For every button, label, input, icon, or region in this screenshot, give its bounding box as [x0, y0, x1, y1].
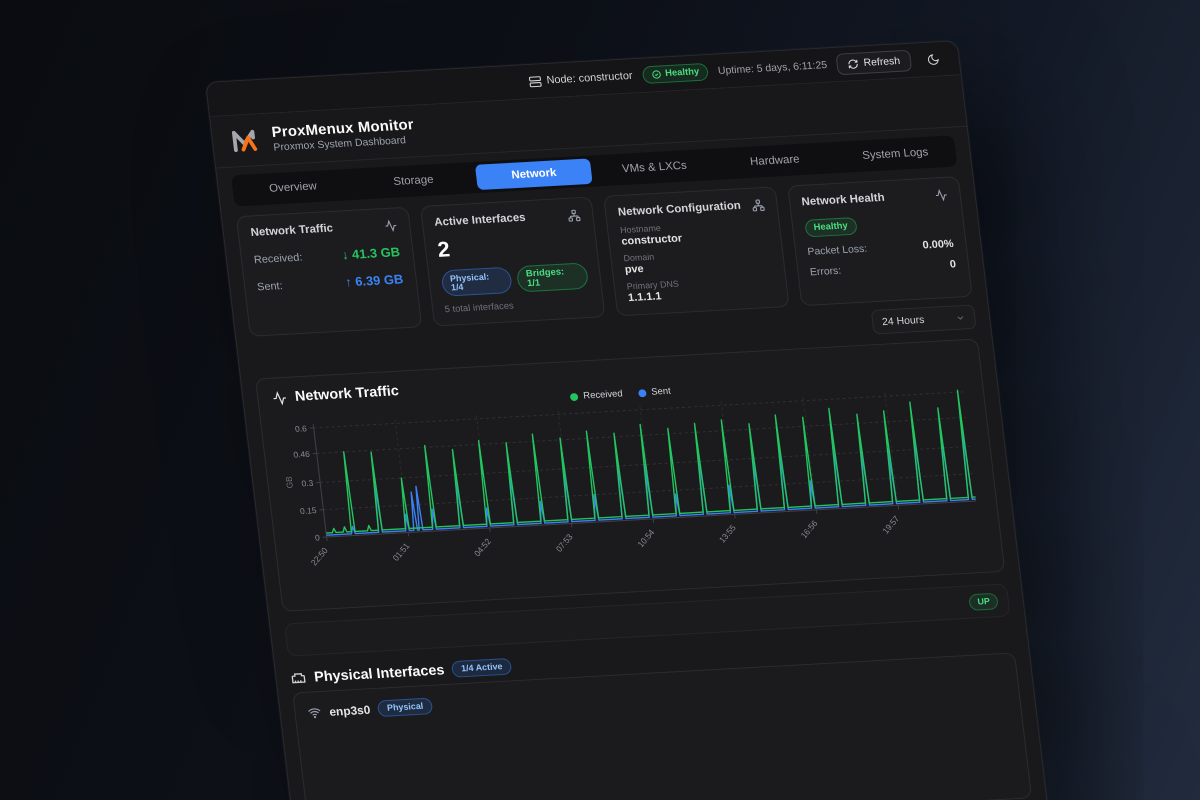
- chevron-down-icon: [957, 315, 963, 320]
- svg-text:0: 0: [314, 532, 320, 542]
- svg-text:0.15: 0.15: [299, 505, 317, 516]
- section-title: Physical Interfaces: [313, 662, 446, 685]
- active-interfaces-card: Active Interfaces 2 Physical: 1/4 Bridge…: [419, 196, 606, 327]
- svg-text:0.46: 0.46: [293, 449, 311, 460]
- check-circle-icon: [652, 70, 661, 79]
- dashboard-window: Node: constructor Healthy Uptime: 5 days…: [205, 40, 1050, 800]
- refresh-button[interactable]: Refresh: [835, 49, 913, 76]
- activity-icon: [384, 219, 396, 233]
- interface-type-badge: Physical: [377, 697, 434, 718]
- tab-vms-lxcs[interactable]: VMs & LXCs: [621, 159, 688, 176]
- health-badge: Healthy: [641, 62, 710, 85]
- packet-loss-value: 0.00%: [921, 237, 955, 251]
- tab-hardware[interactable]: Hardware: [749, 153, 801, 169]
- network-icon: [568, 209, 581, 222]
- node-indicator: Node: constructor: [528, 70, 633, 88]
- svg-text:0.6: 0.6: [294, 423, 307, 434]
- tab-network[interactable]: Network: [475, 158, 593, 191]
- svg-text:04:52: 04:52: [472, 536, 493, 558]
- activity-icon: [273, 390, 286, 406]
- card-title: Network Traffic: [250, 222, 334, 239]
- time-range-select[interactable]: 24 Hours: [870, 304, 977, 335]
- node-label: Node: constructor: [545, 70, 634, 87]
- brand-header: ProxMenux Monitor Proxmox System Dashboa…: [210, 75, 967, 169]
- errors-value: 0: [949, 258, 957, 271]
- theme-toggle-button[interactable]: [919, 47, 946, 72]
- chart-toolbar: 24 Hours: [251, 304, 977, 368]
- interface-card-enp3s0: enp3s0 Physical: [292, 652, 1033, 800]
- physical-interfaces-header: Physical Interfaces 1/4 Active: [290, 630, 1015, 687]
- brand-text: ProxMenux Monitor Proxmox System Dashboa…: [271, 116, 416, 153]
- time-range-value: 24 Hours: [881, 313, 925, 328]
- card-title: Active Interfaces: [433, 211, 527, 229]
- svg-text:GB: GB: [283, 476, 295, 489]
- network-traffic-chart-card: Network Traffic Received Sent 0 0.15 0.3 0.…: [255, 338, 1006, 612]
- svg-text:19:57: 19:57: [880, 513, 901, 535]
- active-interfaces-count: 2: [436, 236, 452, 262]
- tab-system-logs[interactable]: System Logs: [861, 146, 929, 162]
- interface-name: enp3s0: [328, 702, 372, 719]
- svg-text:07:53: 07:53: [554, 532, 575, 554]
- total-interfaces-caption: 5 total interfaces: [444, 300, 515, 316]
- traffic-line-chart: 0 0.15 0.3 0.46 0.6 22:50 01:51 04:52 07:53 10:54…: [283, 389, 977, 567]
- bridges-count-badge: Bridges: 1/1: [516, 262, 590, 293]
- wifi-icon: [308, 707, 321, 718]
- received-value: ↓ 41.3 GB: [341, 244, 401, 263]
- svg-text:01:51: 01:51: [390, 541, 411, 563]
- received-label: Received:: [253, 251, 304, 266]
- svg-text:22:50: 22:50: [309, 545, 330, 567]
- ethernet-port-icon: [291, 672, 306, 683]
- active-count-badge: 1/4 Active: [451, 657, 513, 678]
- activity-icon: [935, 188, 947, 202]
- card-title: Network Configuration: [617, 200, 742, 219]
- uptime-text: Uptime: 5 days, 6:11:25: [717, 59, 828, 77]
- tab-storage[interactable]: Storage: [392, 174, 435, 188]
- sent-label: Sent:: [256, 279, 284, 293]
- svg-text:0.3: 0.3: [301, 478, 314, 489]
- server-icon: [528, 75, 542, 87]
- refresh-icon: [848, 59, 858, 69]
- physical-count-badge: Physical: 1/4: [440, 266, 514, 297]
- legend-received-dot: [570, 392, 579, 401]
- top-status-bar: Node: constructor Healthy Uptime: 5 days…: [206, 41, 961, 117]
- sent-value: ↑ 6.39 GB: [344, 271, 405, 290]
- svg-text:13:55: 13:55: [717, 522, 738, 544]
- network-traffic-card: Network Traffic Received: ↓ 41.3 GB Sent…: [235, 206, 422, 337]
- moon-icon: [927, 53, 939, 65]
- tab-overview[interactable]: Overview: [268, 180, 318, 195]
- up-status-badge: UP: [968, 592, 999, 611]
- errors-label: Errors:: [809, 264, 842, 278]
- proxmenux-logo: [231, 129, 258, 152]
- network-tree-icon: [752, 199, 765, 212]
- stat-cards-row: Network Traffic Received: ↓ 41.3 GB Sent…: [235, 176, 973, 337]
- legend-sent-dot: [637, 388, 647, 397]
- svg-text:16:56: 16:56: [799, 518, 820, 540]
- network-health-card: Network Health Healthy Packet Loss: 0.00…: [786, 176, 973, 307]
- card-title: Network Health: [801, 192, 886, 209]
- network-configuration-card: Network Configuration Hostname construct…: [603, 186, 790, 317]
- health-status-badge: Healthy: [803, 217, 858, 237]
- packet-loss-label: Packet Loss:: [806, 242, 868, 258]
- svg-text:10:54: 10:54: [635, 527, 656, 549]
